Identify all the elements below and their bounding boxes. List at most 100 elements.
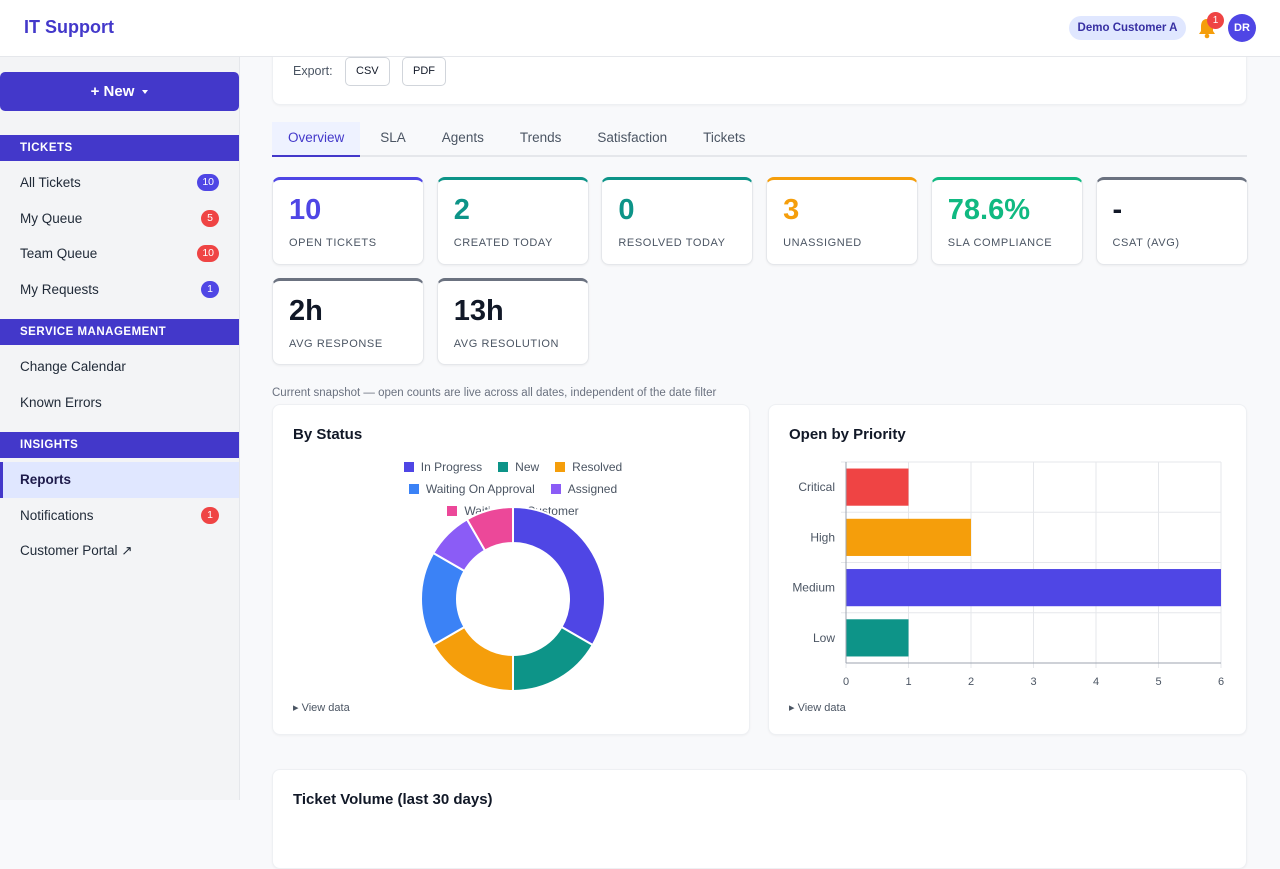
nav-item[interactable]: Customer Portal ↗: [0, 533, 239, 569]
tab[interactable]: Agents: [441, 130, 484, 145]
nav-badge: 1: [201, 280, 219, 298]
section-items: Reports Notifications 1 Customer Portal ↗: [0, 462, 239, 569]
export-button[interactable]: PDF: [402, 57, 446, 86]
bar-chart: 0 1 2 3 4 5 6 Critical High Medium Low: [792, 461, 1224, 688]
legend-item[interactable]: Resolved: [555, 459, 622, 475]
view-data[interactable]: ▸ View data: [789, 702, 846, 714]
legend-label: Resolved: [572, 460, 623, 474]
legend-item[interactable]: Assigned: [550, 481, 618, 497]
kpi-card: 78.6% SLA COMPLIANCE: [930, 177, 1083, 265]
nav-item[interactable]: All Tickets 10: [0, 165, 239, 201]
nav-item[interactable]: Reports: [0, 462, 239, 498]
legend-item[interactable]: Waiting On Approval: [408, 481, 535, 497]
tab[interactable]: Tickets: [703, 130, 746, 145]
kpi-card: 3 UNASSIGNED: [766, 177, 919, 265]
x-tick-label: 5: [1155, 676, 1161, 688]
x-tick-label: 2: [968, 676, 974, 688]
nav-item[interactable]: Change Calendar: [0, 349, 239, 385]
nav-item[interactable]: Notifications 1: [0, 498, 239, 534]
caret: [142, 90, 149, 95]
y-tick-label: Critical: [798, 480, 835, 494]
section-items: All Tickets 10 My Queue 5 Team Queue 10 My Req…: [0, 165, 239, 307]
kpi-value: 2h: [289, 295, 323, 327]
x-tick-label: 6: [1218, 676, 1224, 688]
kpi-card: 10 OPEN TICKETS: [272, 177, 424, 265]
chart-card: By Status ▸ View data In Progress New Resolv…: [272, 404, 750, 735]
nav-label: Known Errors: [20, 394, 102, 410]
y-tick-label: High: [810, 530, 835, 544]
nav-badge: 10: [197, 245, 219, 262]
legend-swatch: [498, 462, 509, 472]
nav-label: My Queue: [20, 210, 83, 226]
kpi-value: 2: [453, 194, 470, 226]
tab-bar: Overview SLA Agents Trends Satisfaction Ticke…: [272, 122, 1247, 157]
x-tick-label: 4: [1093, 676, 1099, 688]
nav: TICKETS All Tickets 10 My Queue 5 Team Queue 1…: [0, 135, 239, 569]
section-header: SERVICE MANAGEMENT: [0, 319, 239, 345]
bar[interactable]: [846, 518, 971, 556]
view-data[interactable]: ▸ View data: [293, 702, 350, 714]
nav-badge: 1: [201, 506, 219, 524]
nav-item[interactable]: My Requests 1: [0, 272, 239, 308]
notification-count: 1: [1207, 12, 1224, 29]
bar[interactable]: [846, 468, 909, 506]
new-label: + New: [90, 83, 135, 100]
legend-item[interactable]: In Progress: [403, 459, 482, 475]
legend-swatch: [447, 506, 458, 516]
customer-badge[interactable]: Demo Customer A: [1069, 16, 1186, 40]
kpi-card: - CSAT (AVG): [1095, 177, 1248, 265]
export-button[interactable]: CSV: [345, 57, 390, 86]
legend-label: Waiting On Approval: [425, 482, 535, 496]
kpi-label: AVG RESOLUTION: [453, 338, 560, 350]
x-tick-label: 3: [1030, 676, 1036, 688]
bar[interactable]: [846, 569, 1221, 607]
legend-item[interactable]: New: [498, 459, 539, 475]
chart-title: By Status: [293, 426, 363, 443]
chart-card: Open by Priority ▸ View data 0 1 2 3 4 5 6 Critic…: [768, 404, 1247, 735]
tab[interactable]: Overview: [272, 122, 361, 157]
nav-label: Reports: [20, 472, 72, 487]
legend-swatch: [550, 484, 561, 494]
legend-label: Assigned: [567, 482, 618, 496]
kpi-label: AVG RESPONSE: [289, 338, 383, 350]
kpi-label: CREATED TODAY: [453, 237, 553, 249]
kpi-card: 2 CREATED TODAY: [436, 177, 589, 265]
legend-swatch: [408, 484, 419, 494]
kpi-value: 10: [289, 194, 322, 226]
section-header: TICKETS: [0, 135, 239, 161]
chart-title: Open by Priority: [789, 426, 906, 443]
new-button[interactable]: + New: [0, 72, 239, 111]
nav-label: Customer Portal ↗: [20, 543, 133, 558]
snapshot-note: Current snapshot — open counts are live …: [272, 387, 717, 399]
export-label: Export:: [293, 64, 333, 78]
kpi-card: 2h AVG RESPONSE: [272, 278, 424, 365]
slice[interactable]: [465, 505, 514, 552]
bar[interactable]: [846, 619, 909, 657]
kpi-label: RESOLVED TODAY: [618, 237, 726, 249]
nav-label: Notifications: [20, 507, 94, 523]
kpi-card: 0 RESOLVED TODAY: [601, 177, 754, 265]
avatar[interactable]: DR: [1228, 14, 1256, 42]
y-tick-label: Medium: [792, 581, 835, 595]
nav-label: All Tickets: [20, 175, 81, 190]
x-tick-label: 0: [843, 676, 849, 688]
tab[interactable]: SLA: [380, 130, 406, 145]
nav-item[interactable]: Team Queue 10: [0, 236, 239, 272]
kpi-label: OPEN TICKETS: [289, 237, 377, 249]
nav-label: Change Calendar: [20, 359, 126, 374]
nav-item[interactable]: Known Errors: [0, 385, 239, 421]
y-tick-label: Low: [813, 631, 835, 645]
doughnut-chart: [420, 505, 606, 693]
kpi-value: 0: [618, 194, 635, 226]
slice[interactable]: [512, 505, 606, 647]
kpi-label: CSAT (AVG): [1112, 237, 1180, 249]
kpi-value: -: [1112, 194, 1123, 226]
tab[interactable]: Trends: [519, 130, 562, 145]
section-items: Change Calendar Known Errors: [0, 349, 239, 420]
tab[interactable]: Satisfaction: [597, 130, 668, 145]
top-bar: IT Support Demo Customer A 1 DR: [0, 0, 1280, 57]
nav-item[interactable]: My Queue 5: [0, 201, 239, 237]
x-tick-label: 1: [905, 676, 911, 688]
app-title[interactable]: IT Support: [24, 17, 114, 37]
